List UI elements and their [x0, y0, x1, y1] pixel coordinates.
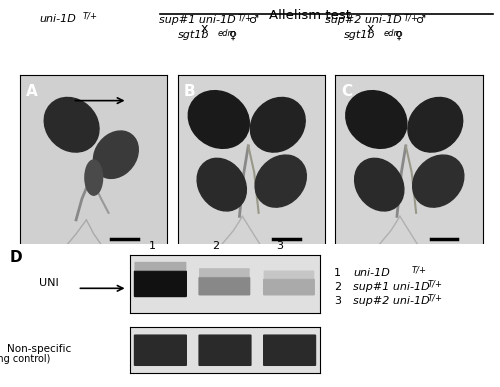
- Ellipse shape: [94, 131, 138, 178]
- FancyBboxPatch shape: [263, 279, 315, 296]
- Ellipse shape: [354, 158, 404, 211]
- Text: UNI: UNI: [39, 278, 59, 288]
- Text: 2: 2: [334, 282, 341, 292]
- Text: x: x: [366, 22, 374, 36]
- Text: edm: edm: [218, 29, 236, 38]
- Text: edm: edm: [384, 29, 402, 38]
- Text: sgt1b: sgt1b: [178, 30, 210, 40]
- FancyBboxPatch shape: [198, 277, 250, 296]
- Text: sgt1b: sgt1b: [344, 30, 376, 40]
- Text: T/+: T/+: [428, 294, 443, 303]
- Ellipse shape: [250, 98, 305, 152]
- Ellipse shape: [85, 160, 102, 195]
- Ellipse shape: [188, 91, 250, 148]
- FancyBboxPatch shape: [134, 334, 187, 366]
- Text: (loading control): (loading control): [0, 354, 50, 364]
- Ellipse shape: [255, 155, 306, 207]
- Text: sup#2 uni-1D: sup#2 uni-1D: [353, 296, 430, 306]
- Ellipse shape: [197, 158, 246, 211]
- Text: 2: 2: [212, 241, 220, 251]
- Text: 3: 3: [334, 296, 341, 306]
- Text: x: x: [200, 22, 207, 36]
- Text: ♀: ♀: [228, 30, 236, 40]
- Ellipse shape: [412, 155, 464, 207]
- Text: A: A: [26, 84, 38, 99]
- Text: 1: 1: [334, 268, 341, 278]
- Text: T/+: T/+: [428, 280, 443, 289]
- Text: T/+: T/+: [238, 13, 252, 22]
- Ellipse shape: [346, 91, 407, 148]
- Text: sup#1 uni-1D: sup#1 uni-1D: [353, 282, 430, 292]
- Text: C: C: [341, 84, 352, 99]
- Text: B: B: [184, 84, 195, 99]
- Text: T/+: T/+: [404, 13, 419, 22]
- FancyBboxPatch shape: [199, 268, 250, 277]
- Text: T/+: T/+: [82, 12, 98, 21]
- Text: Non-specific: Non-specific: [7, 344, 71, 354]
- Text: uni-1D: uni-1D: [39, 14, 76, 24]
- Text: ♂: ♂: [248, 15, 258, 25]
- FancyBboxPatch shape: [134, 262, 186, 271]
- Ellipse shape: [44, 98, 99, 152]
- Ellipse shape: [408, 98, 463, 152]
- FancyBboxPatch shape: [263, 334, 316, 366]
- FancyBboxPatch shape: [134, 271, 187, 297]
- Text: sup#1 uni-1D: sup#1 uni-1D: [159, 15, 236, 25]
- Text: sup#2 uni-1D: sup#2 uni-1D: [324, 15, 402, 25]
- Text: 1: 1: [149, 241, 156, 251]
- Text: 3: 3: [276, 241, 283, 251]
- FancyBboxPatch shape: [198, 334, 252, 366]
- Text: ♀: ♀: [394, 30, 402, 40]
- Text: Allelism test: Allelism test: [269, 9, 351, 22]
- Text: ♂: ♂: [415, 15, 425, 25]
- FancyBboxPatch shape: [264, 271, 314, 279]
- Text: uni-1D: uni-1D: [353, 268, 390, 278]
- Text: T/+: T/+: [412, 266, 426, 275]
- Text: D: D: [10, 250, 22, 265]
